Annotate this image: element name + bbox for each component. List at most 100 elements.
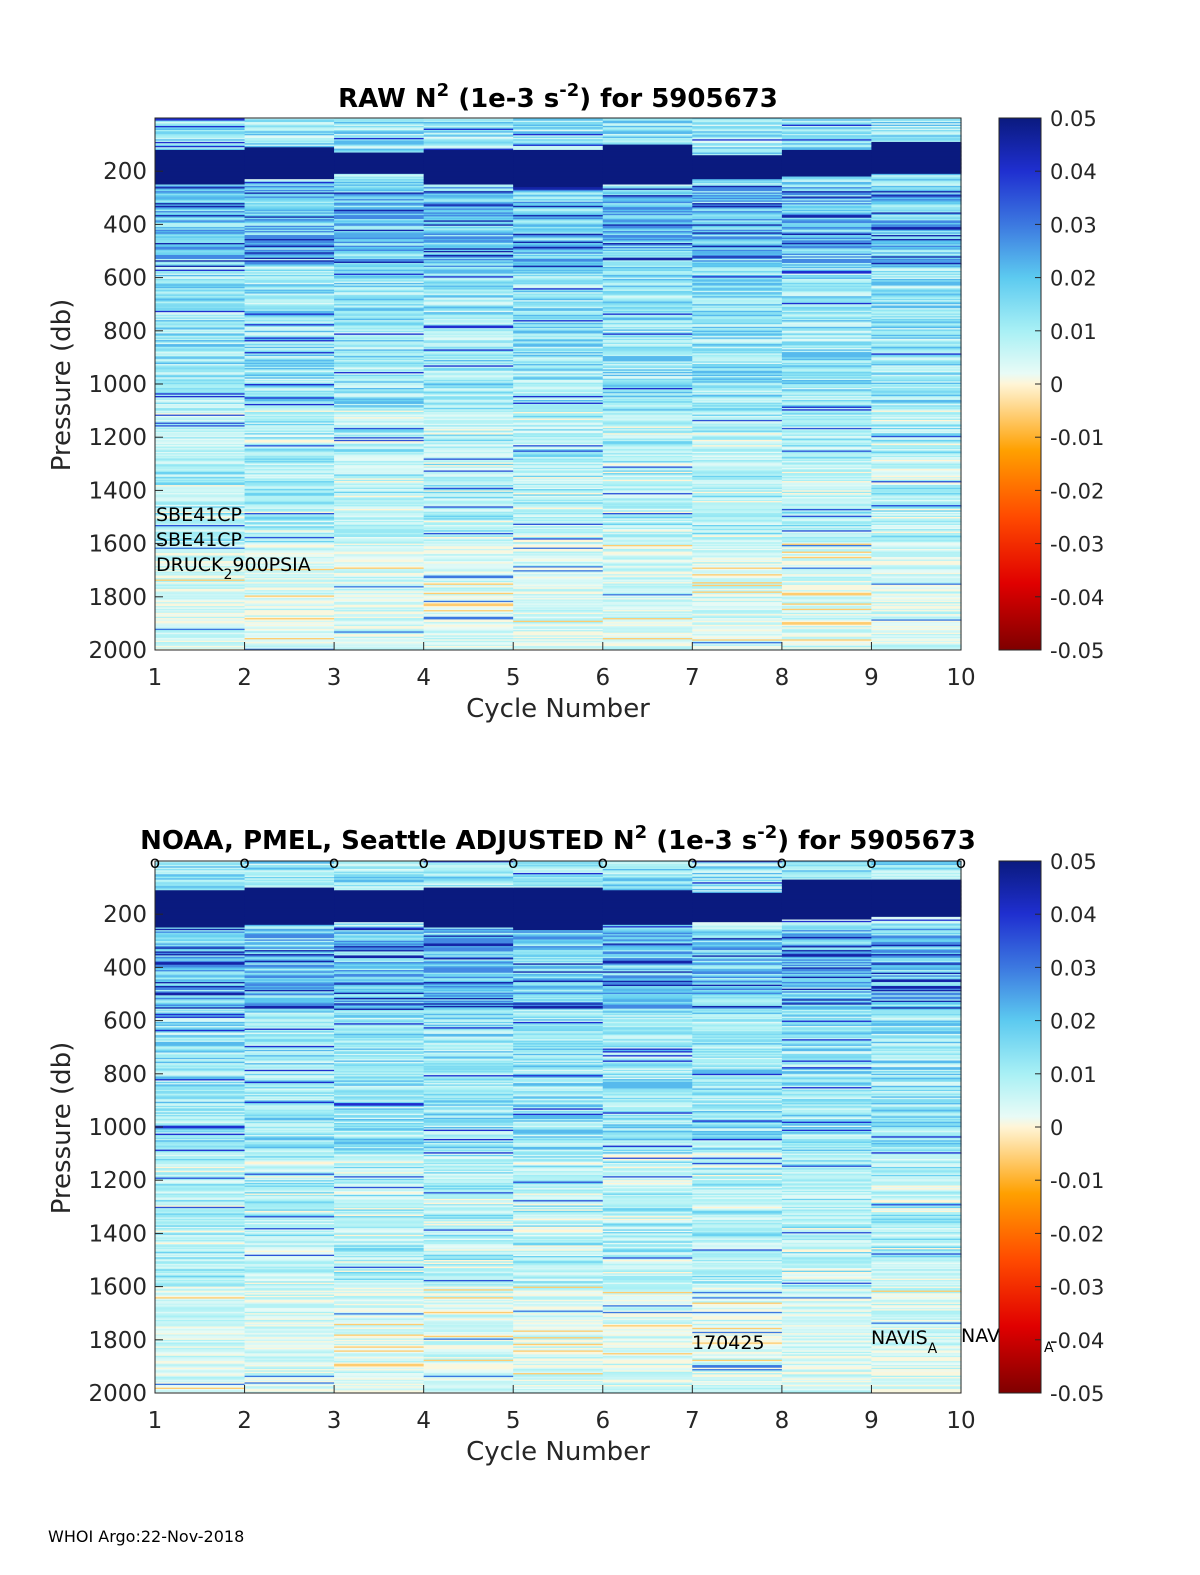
heatmap-cell (155, 332, 246, 334)
heatmap-cell (781, 442, 873, 445)
heatmap-cell (155, 360, 246, 362)
heatmap-cell (871, 131, 962, 134)
heatmap-cell (513, 592, 604, 595)
heatmap-cell (155, 215, 246, 217)
heatmap-cell (692, 288, 783, 291)
heatmap-cell (244, 1161, 335, 1164)
heatmap-cell (155, 143, 246, 146)
heatmap-cell (692, 547, 783, 550)
heatmap-cell (692, 362, 783, 365)
heatmap-cell (781, 588, 873, 591)
heatmap-cell (244, 1363, 335, 1366)
heatmap-cell (155, 1370, 246, 1373)
heatmap-cell (423, 539, 514, 542)
heatmap-cell (244, 1383, 335, 1386)
heatmap-cell (602, 517, 693, 519)
heatmap-cell (423, 616, 514, 619)
heatmap-cell (423, 970, 514, 972)
heatmap-cell (244, 132, 335, 135)
heatmap-cell (602, 132, 693, 135)
heatmap-cell (692, 304, 783, 307)
heatmap-cell (781, 163, 873, 166)
heatmap-cell (155, 336, 246, 338)
heatmap-cell (513, 165, 604, 168)
heatmap-cell (155, 1043, 246, 1046)
heatmap-cell (871, 199, 962, 201)
heatmap-cell (155, 196, 246, 199)
heatmap-cell (423, 876, 514, 879)
heatmap-cell (781, 559, 873, 562)
heatmap-cell (155, 449, 246, 451)
heatmap-cell (155, 959, 246, 962)
heatmap-cell (602, 644, 693, 647)
heatmap-cell (155, 907, 246, 910)
heatmap-cell (871, 598, 962, 600)
heatmap-cell (871, 209, 962, 212)
heatmap-cell (871, 509, 962, 511)
heatmap-cell (334, 269, 425, 272)
heatmap-cell (781, 338, 873, 341)
heatmap-cell (334, 1252, 425, 1254)
heatmap-cell (334, 1173, 425, 1176)
heatmap-cell (244, 963, 335, 966)
colorbar-tick-label: 0.03 (1050, 213, 1097, 237)
cycle-column (155, 861, 246, 1394)
heatmap-cell (423, 888, 514, 891)
heatmap-cell (244, 1267, 335, 1270)
heatmap-cell (423, 293, 514, 296)
heatmap-cell (781, 411, 873, 414)
heatmap-cell (155, 1113, 246, 1116)
heatmap-cell (244, 867, 335, 870)
heatmap-cell (871, 489, 962, 491)
heatmap-cell (244, 1222, 335, 1225)
heatmap-cell (423, 499, 514, 502)
heatmap-cell (244, 1246, 335, 1249)
heatmap-cell (781, 177, 873, 180)
cycle-column (244, 861, 335, 1394)
heatmap-cell (513, 574, 604, 577)
heatmap-cell (871, 411, 962, 414)
heatmap-cell (244, 349, 335, 352)
heatmap-cell (692, 139, 783, 142)
heatmap-cell (423, 939, 514, 942)
heatmap-cell (513, 467, 604, 470)
heatmap-cell (692, 368, 783, 370)
heatmap-cell (155, 309, 246, 312)
heatmap-cell (871, 300, 962, 303)
heatmap-cell (423, 619, 514, 622)
heatmap-cell (513, 482, 604, 485)
heatmap-cell (513, 171, 604, 174)
heatmap-cell (692, 433, 783, 436)
heatmap-cell (244, 1201, 335, 1204)
heatmap-cell (781, 519, 873, 522)
heatmap-cell (513, 201, 604, 204)
heatmap-cell (155, 1278, 246, 1281)
heatmap-cell (334, 361, 425, 364)
heatmap-cell (334, 898, 425, 901)
heatmap-cell (244, 270, 335, 273)
heatmap-cell (692, 380, 783, 382)
heatmap-cell (155, 419, 246, 422)
heatmap-cell (155, 1249, 246, 1252)
heatmap-cell (244, 546, 335, 549)
heatmap-cell (602, 149, 693, 152)
heatmap-cell (334, 405, 425, 408)
heatmap-cell (244, 449, 335, 451)
heatmap-cell (692, 600, 783, 603)
heatmap-cell (692, 544, 783, 547)
heatmap-cell (423, 191, 514, 193)
heatmap-cell (155, 942, 246, 944)
heatmap-cell (244, 994, 335, 996)
heatmap-cell (334, 199, 425, 201)
heatmap-cell (692, 253, 783, 256)
heatmap-cell (871, 506, 962, 509)
heatmap-cell (334, 435, 425, 438)
heatmap-cell (781, 437, 873, 440)
heatmap-cell (602, 233, 693, 236)
heatmap-cell (334, 1079, 425, 1081)
heatmap-cell (244, 469, 335, 471)
heatmap-cell (334, 1132, 425, 1135)
heatmap-cell (692, 635, 783, 638)
heatmap-cell (423, 211, 514, 213)
heatmap-cell (244, 156, 335, 159)
